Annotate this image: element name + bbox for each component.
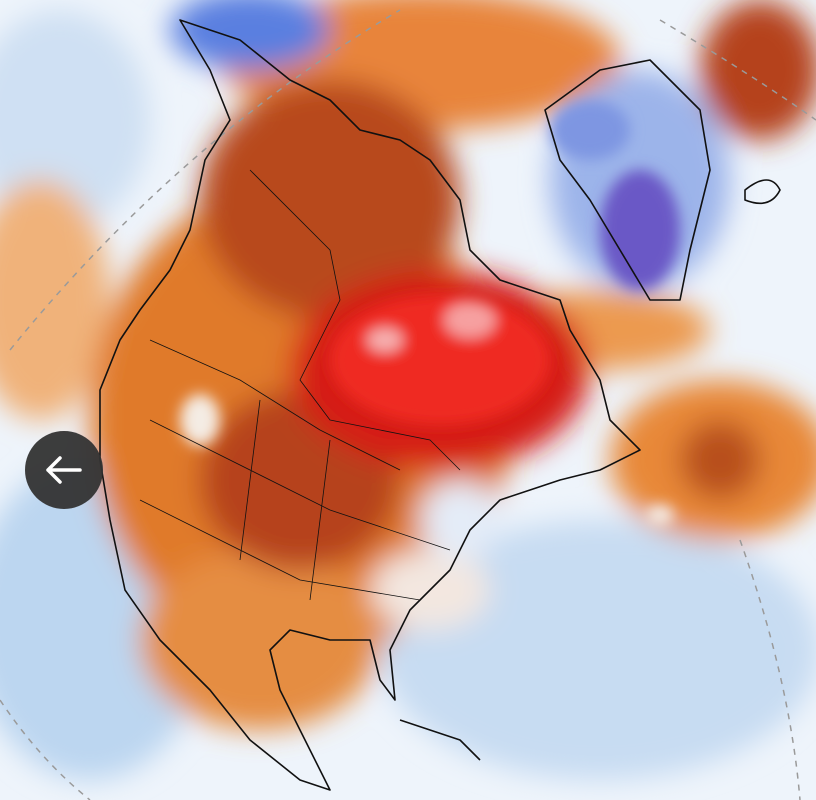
greenland-coast [544,59,711,301]
caribbean-coast [399,719,481,761]
latitude-line [9,9,401,351]
north-america-coast [99,19,641,791]
anomaly-field [0,0,816,780]
back-arrow-icon[interactable] [46,456,82,484]
back-button[interactable] [25,431,103,509]
borders [139,169,461,601]
longitude-line [739,539,801,800]
iceland-coast [744,179,781,205]
anomaly-peaks [180,100,680,525]
coastlines [99,19,781,791]
latitude-line [0,699,91,800]
latitude-line [659,19,816,121]
graticule [0,9,816,800]
